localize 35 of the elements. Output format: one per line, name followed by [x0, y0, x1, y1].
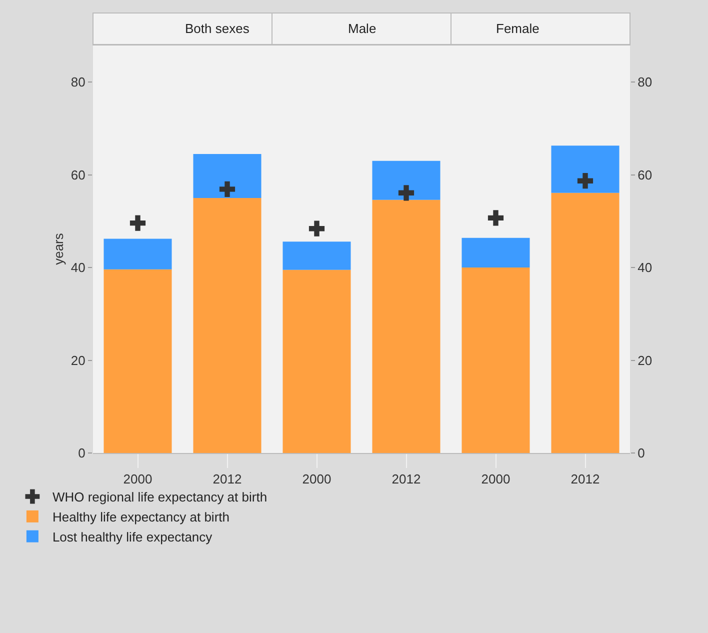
y-tick-label: 0 [78, 446, 86, 461]
y2-tick-label: 80 [638, 74, 652, 90]
y-tick-label: 60 [70, 167, 86, 182]
y2-tick-label: 20 [638, 352, 652, 368]
chart-title: Male [348, 21, 376, 36]
y-tick-label: 20 [70, 352, 86, 368]
x-tick-label: 2000 [481, 472, 510, 487]
x-tick-label: 2012 [570, 472, 600, 487]
chart-title: Both sexes [185, 21, 250, 36]
bar [551, 146, 620, 193]
bar [282, 270, 351, 453]
bar [372, 160, 440, 200]
bar [193, 198, 262, 453]
bar [462, 268, 530, 453]
bar [104, 238, 172, 270]
legend-label: WHO regional life expectancy at birth [52, 490, 268, 505]
bar [193, 154, 262, 198]
x-tick-label: 2000 [123, 472, 152, 487]
x-tick-label: 2000 [302, 472, 332, 487]
x-tick-label: 2012 [212, 472, 242, 487]
y-axis-title: years [50, 232, 66, 265]
y-tick-label: 40 [70, 260, 86, 276]
y2-tick-label: 40 [638, 260, 652, 276]
x-tick-label: 2012 [392, 472, 421, 487]
bar [104, 269, 172, 453]
legend-label: Lost healthy life expectancy [52, 529, 213, 544]
bar [462, 238, 530, 268]
y-tick-label: 80 [70, 74, 86, 90]
bar [282, 242, 351, 270]
y2-tick-label: 60 [638, 167, 652, 182]
bar [372, 200, 440, 453]
legend-label: Healthy life expectancy at birth [52, 509, 230, 524]
chart-title: Female [496, 21, 540, 36]
y2-tick-label: 0 [638, 446, 645, 461]
bar [551, 192, 620, 453]
